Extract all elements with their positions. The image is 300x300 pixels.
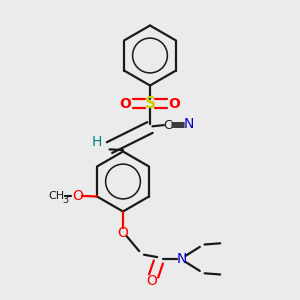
Text: O: O xyxy=(119,97,131,110)
Text: N: N xyxy=(184,118,194,131)
Text: O: O xyxy=(118,226,128,240)
Text: S: S xyxy=(145,96,155,111)
Text: N: N xyxy=(177,252,187,266)
Text: O: O xyxy=(146,274,157,288)
Text: 3: 3 xyxy=(62,195,68,205)
Text: H: H xyxy=(92,135,102,149)
Text: O: O xyxy=(169,97,181,110)
Text: CH: CH xyxy=(49,191,65,201)
Text: C: C xyxy=(163,118,172,132)
Text: O: O xyxy=(72,189,83,203)
